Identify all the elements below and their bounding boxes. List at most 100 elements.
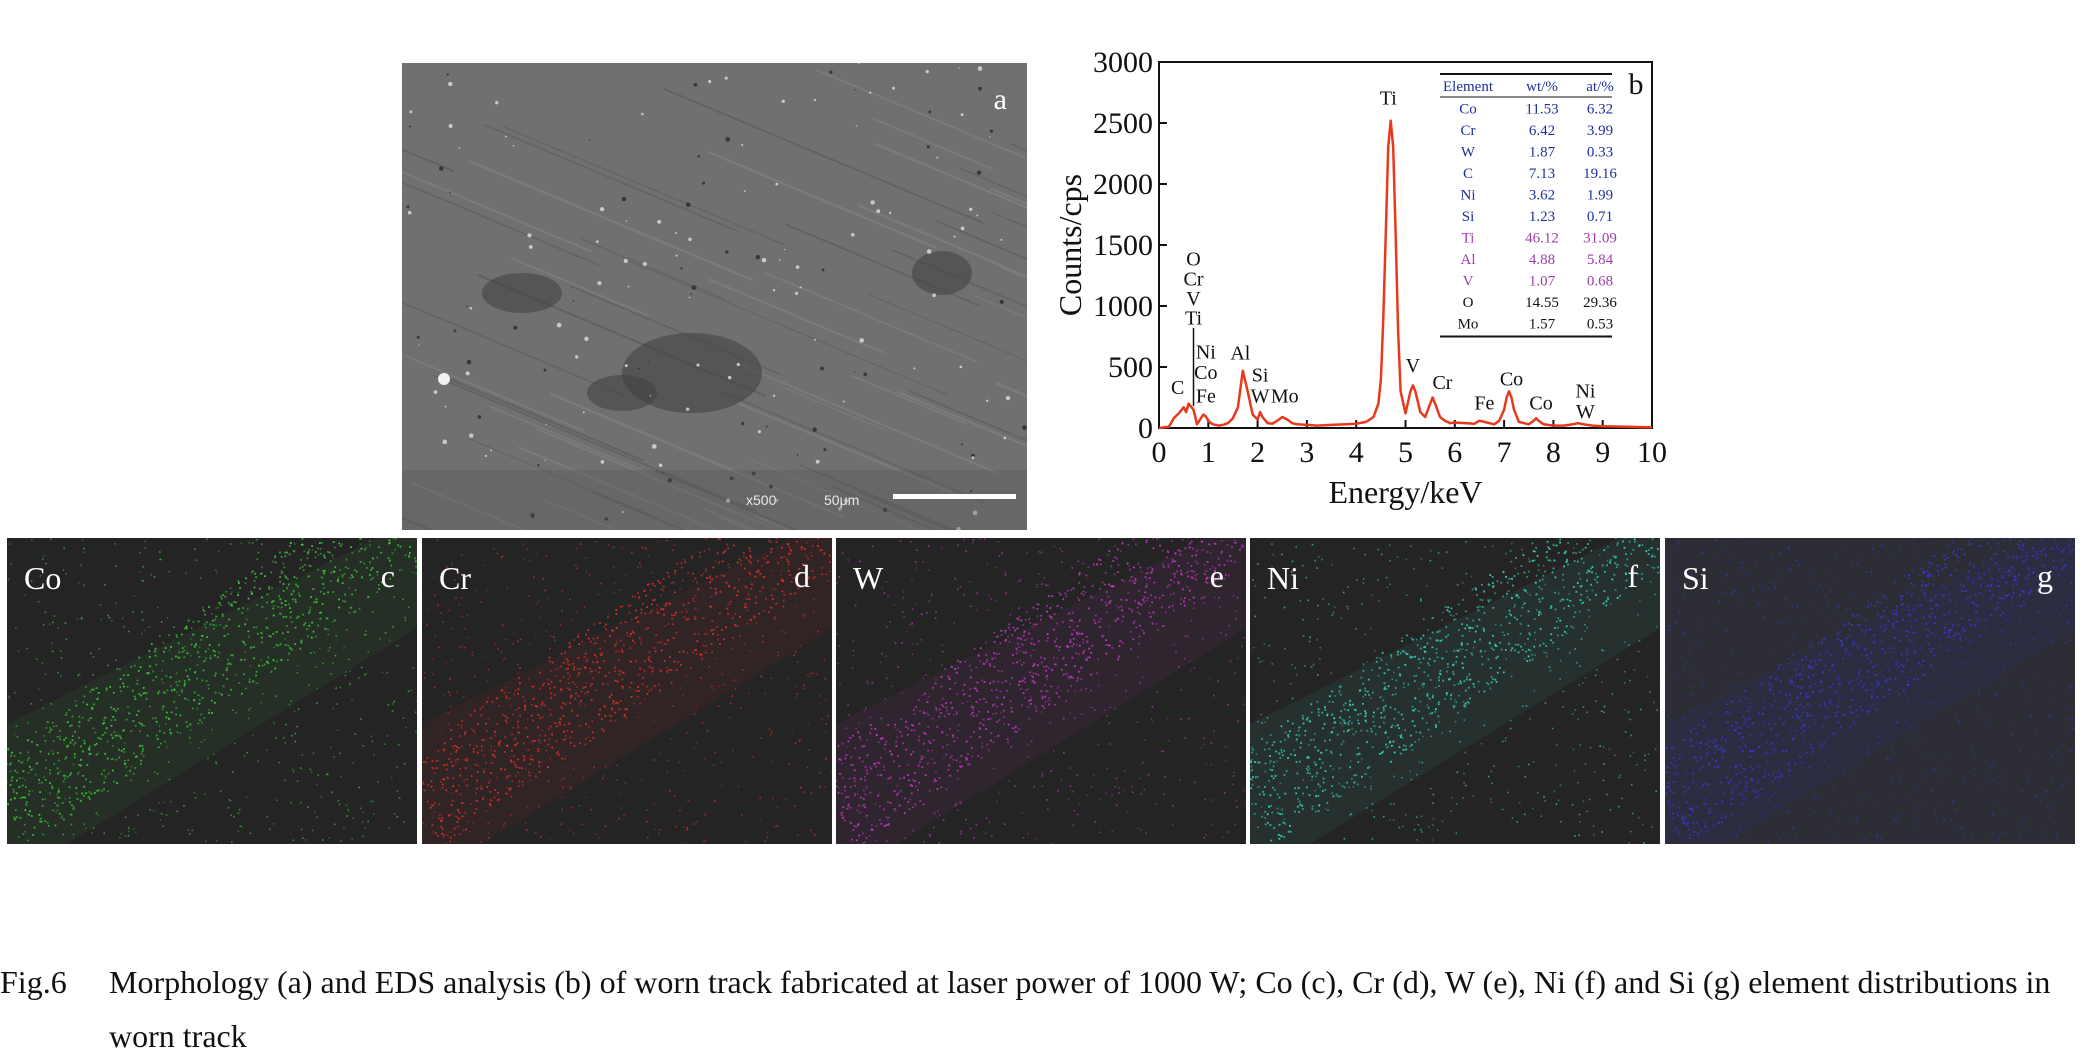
table-cell: Al xyxy=(1461,252,1476,268)
table-cell: 0.33 xyxy=(1587,145,1613,161)
peak-label: Co xyxy=(1529,393,1552,415)
peak-label: Ni xyxy=(1575,381,1595,403)
peak-label: Ti xyxy=(1185,307,1203,329)
sem-scale-bar xyxy=(893,494,1016,499)
x-tick-label: 1 xyxy=(1201,436,1216,469)
map-dots xyxy=(836,538,1246,844)
peak-label: Co xyxy=(1194,362,1217,384)
table-cell: 3.62 xyxy=(1529,188,1555,204)
map-element-label: Cr xyxy=(439,560,471,597)
y-tick-label: 1000 xyxy=(1093,290,1153,323)
table-cell: 1.87 xyxy=(1529,145,1556,161)
peak-label: Co xyxy=(1500,368,1523,390)
y-tick-label: 2500 xyxy=(1093,107,1153,140)
table-cell: 1.99 xyxy=(1587,188,1613,204)
map-panel-letter: f xyxy=(1627,558,1638,595)
element-map-co: Co c xyxy=(7,538,417,844)
table-cell: O xyxy=(1463,295,1474,311)
map-panel-letter: c xyxy=(381,558,395,595)
peak-label: V xyxy=(1406,355,1421,377)
table-cell: 0.68 xyxy=(1587,274,1613,290)
panel-a-letter: a xyxy=(994,83,1007,117)
y-tick-label: 0 xyxy=(1138,412,1153,445)
table-cell: Si xyxy=(1462,209,1475,225)
table-cell: 3.99 xyxy=(1587,123,1613,139)
x-tick-label: 4 xyxy=(1349,436,1364,469)
x-tick-label: 10 xyxy=(1637,436,1667,469)
map-dots xyxy=(422,538,832,844)
x-axis-label: Energy/keV xyxy=(1328,474,1482,510)
table-cell: 31.09 xyxy=(1583,231,1617,247)
element-map-w: W e xyxy=(836,538,1246,844)
y-tick-label: 500 xyxy=(1108,351,1153,384)
peak-label: Mo xyxy=(1271,385,1299,407)
table-cell: 1.23 xyxy=(1529,209,1555,225)
x-tick-label: 5 xyxy=(1398,436,1413,469)
table-cell: Co xyxy=(1459,102,1477,118)
map-element-label: Si xyxy=(1682,560,1709,597)
map-panel-letter: d xyxy=(794,558,810,595)
table-cell: 19.16 xyxy=(1583,166,1617,182)
table-cell: V xyxy=(1463,274,1474,290)
table-cell: 46.12 xyxy=(1525,231,1559,247)
table-cell: 14.55 xyxy=(1525,295,1559,311)
table-header: Element xyxy=(1443,79,1494,95)
map-element-label: W xyxy=(853,560,883,597)
peak-label: Fe xyxy=(1196,385,1216,407)
map-element-label: Ni xyxy=(1267,560,1299,597)
table-cell: Mo xyxy=(1458,317,1479,333)
peak-label: W xyxy=(1576,401,1595,423)
x-tick-label: 7 xyxy=(1497,436,1512,469)
element-map-cr: Cr d xyxy=(422,538,832,844)
map-element-label: Co xyxy=(24,560,61,597)
map-dots xyxy=(1250,538,1660,844)
table-cell: 0.53 xyxy=(1587,317,1613,333)
peak-label: Ti xyxy=(1380,88,1398,110)
y-axis-label: Counts/cps xyxy=(1052,174,1088,316)
sem-texture xyxy=(402,63,1027,530)
table-cell: 6.42 xyxy=(1529,123,1555,139)
x-tick-label: 6 xyxy=(1447,436,1462,469)
peak-label: W xyxy=(1251,385,1270,407)
table-cell: 0.71 xyxy=(1587,209,1613,225)
table-cell: 29.36 xyxy=(1583,295,1617,311)
peak-label: Si xyxy=(1252,365,1269,387)
sem-scale-label: 50μm xyxy=(824,492,859,508)
table-cell: C xyxy=(1463,166,1473,182)
table-cell: 1.07 xyxy=(1529,274,1556,290)
y-tick-label: 2000 xyxy=(1093,168,1153,201)
table-cell: 6.32 xyxy=(1587,102,1613,118)
table-cell: Cr xyxy=(1461,123,1476,139)
panel-b-letter: b xyxy=(1629,68,1644,101)
map-panel-letter: g xyxy=(2037,558,2053,595)
table-cell: Ni xyxy=(1461,188,1476,204)
element-map-si: Si g xyxy=(1665,538,2075,844)
table-header: at/% xyxy=(1586,79,1614,95)
table-header: wt/% xyxy=(1526,79,1558,95)
x-tick-label: 2 xyxy=(1250,436,1265,469)
peak-label: Ni xyxy=(1196,341,1216,363)
table-cell: Ti xyxy=(1462,231,1475,247)
caption-label: Fig.6 xyxy=(0,955,67,1009)
table-cell: 7.13 xyxy=(1529,166,1555,182)
x-tick-label: 8 xyxy=(1546,436,1561,469)
peak-label: Al xyxy=(1230,343,1250,365)
table-cell: 5.84 xyxy=(1587,252,1614,268)
y-tick-label: 3000 xyxy=(1093,46,1153,79)
map-panel-letter: e xyxy=(1210,558,1224,595)
map-dots xyxy=(1665,538,2075,844)
element-map-ni: Ni f xyxy=(1250,538,1660,844)
x-tick-label: 0 xyxy=(1152,436,1167,469)
sem-magnification: x500 xyxy=(746,492,776,508)
sem-micrograph: a x500 50μm xyxy=(402,63,1027,530)
peak-label: Cr xyxy=(1432,372,1452,394)
table-cell: W xyxy=(1461,145,1476,161)
table-cell: 11.53 xyxy=(1525,102,1558,118)
table-cell: 1.57 xyxy=(1529,317,1556,333)
caption-text: Morphology (a) and EDS analysis (b) of w… xyxy=(109,955,2090,1063)
peak-label: Fe xyxy=(1474,393,1494,415)
table-cell: 4.88 xyxy=(1529,252,1555,268)
y-tick-label: 1500 xyxy=(1093,229,1153,262)
